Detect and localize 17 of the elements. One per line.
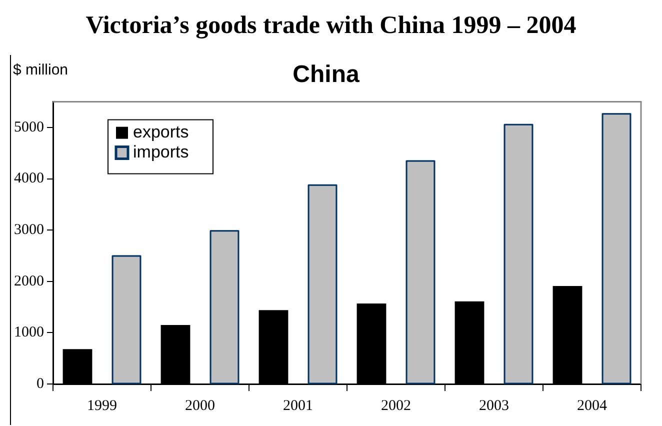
x-tick-label: 2000 (185, 398, 215, 414)
y-axis-title: $ million (13, 62, 68, 79)
y-tick-label: 4000 (14, 170, 44, 187)
y-tick-label: 3000 (14, 222, 44, 238)
legend-label: exports (133, 122, 189, 142)
x-tick-label: 2002 (381, 398, 411, 414)
legend-label: imports (133, 142, 189, 162)
chart-title: Victoria’s goods trade with China 1999 – 2004 (84, 11, 578, 41)
x-tick-label: 2001 (283, 398, 313, 414)
y-tick-label: 0 (36, 376, 44, 392)
x-tick-label: 2004 (577, 398, 608, 414)
x-tick-label: 2003 (479, 398, 509, 414)
y-tick-label: 5000 (14, 119, 44, 136)
y-tick-label: 2000 (14, 273, 44, 290)
x-tick-label: 1999 (87, 398, 117, 414)
y-tick-label: 1000 (14, 324, 44, 341)
chart-subtitle: China (292, 61, 360, 88)
